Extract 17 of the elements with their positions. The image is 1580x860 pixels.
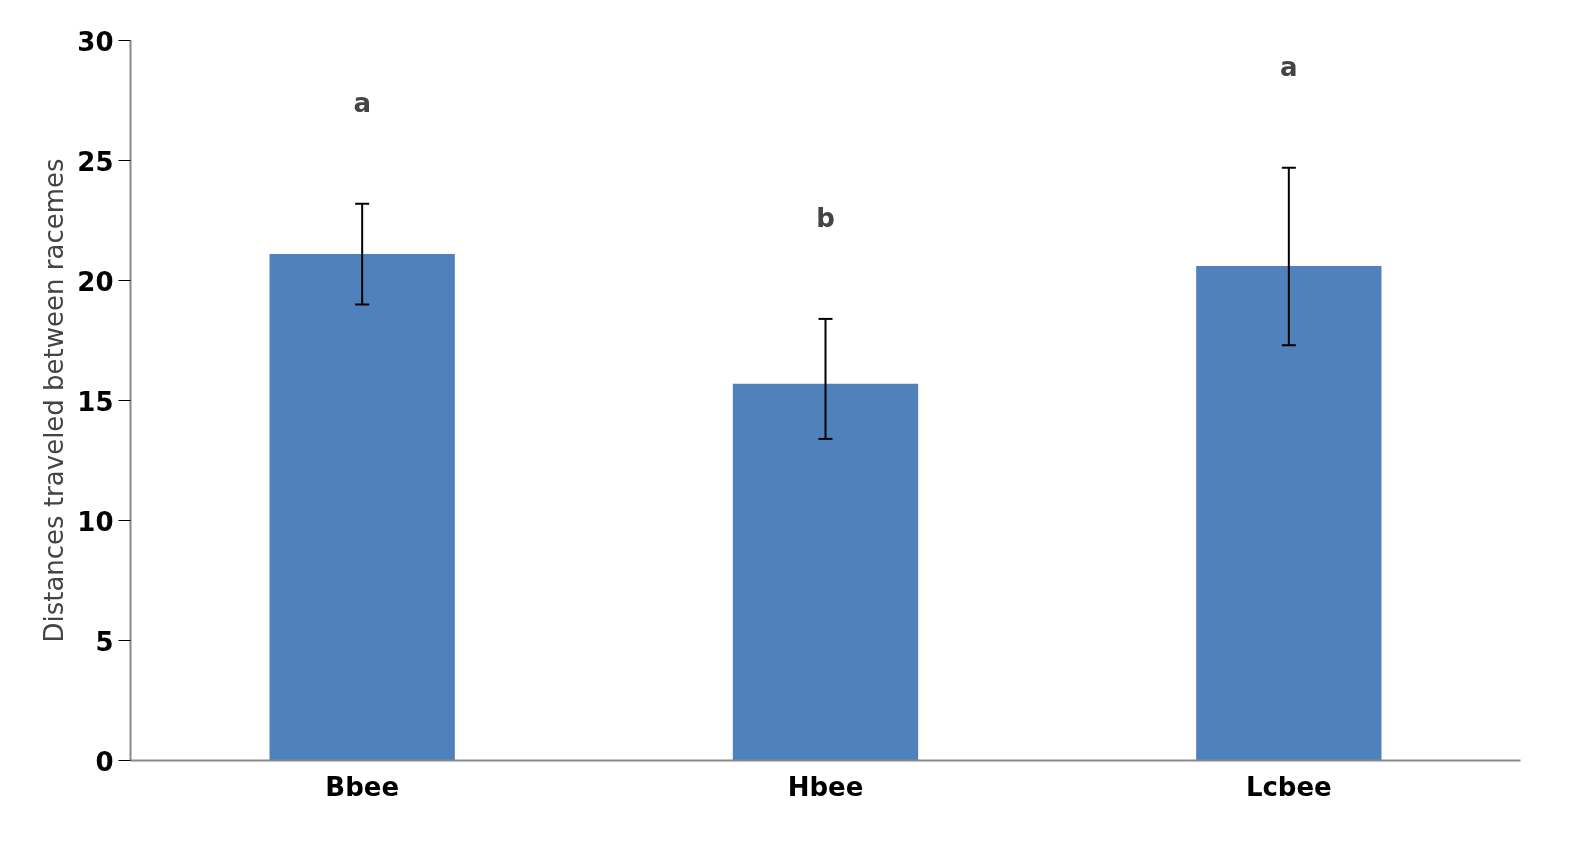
y-tick-label: 30 <box>77 26 114 57</box>
bar <box>269 254 455 761</box>
annotation: a <box>1280 51 1298 82</box>
x-tick-label: Lcbee <box>1245 771 1332 802</box>
bar <box>732 383 919 761</box>
y-tick-label: 10 <box>77 506 114 537</box>
x-tick-label: Hbee <box>787 771 864 802</box>
annotation: b <box>816 203 835 234</box>
y-axis-title: Distances traveled between racemes <box>39 158 70 643</box>
annotation: a <box>353 87 371 118</box>
y-tick-label: 20 <box>77 266 114 297</box>
y-tick-label: 25 <box>77 146 114 177</box>
x-tick-label: Bbee <box>325 771 400 802</box>
bar <box>1196 266 1382 761</box>
y-tick-label: 0 <box>95 746 114 777</box>
y-tick-label: 5 <box>95 626 114 657</box>
y-tick-label: 15 <box>77 386 114 417</box>
